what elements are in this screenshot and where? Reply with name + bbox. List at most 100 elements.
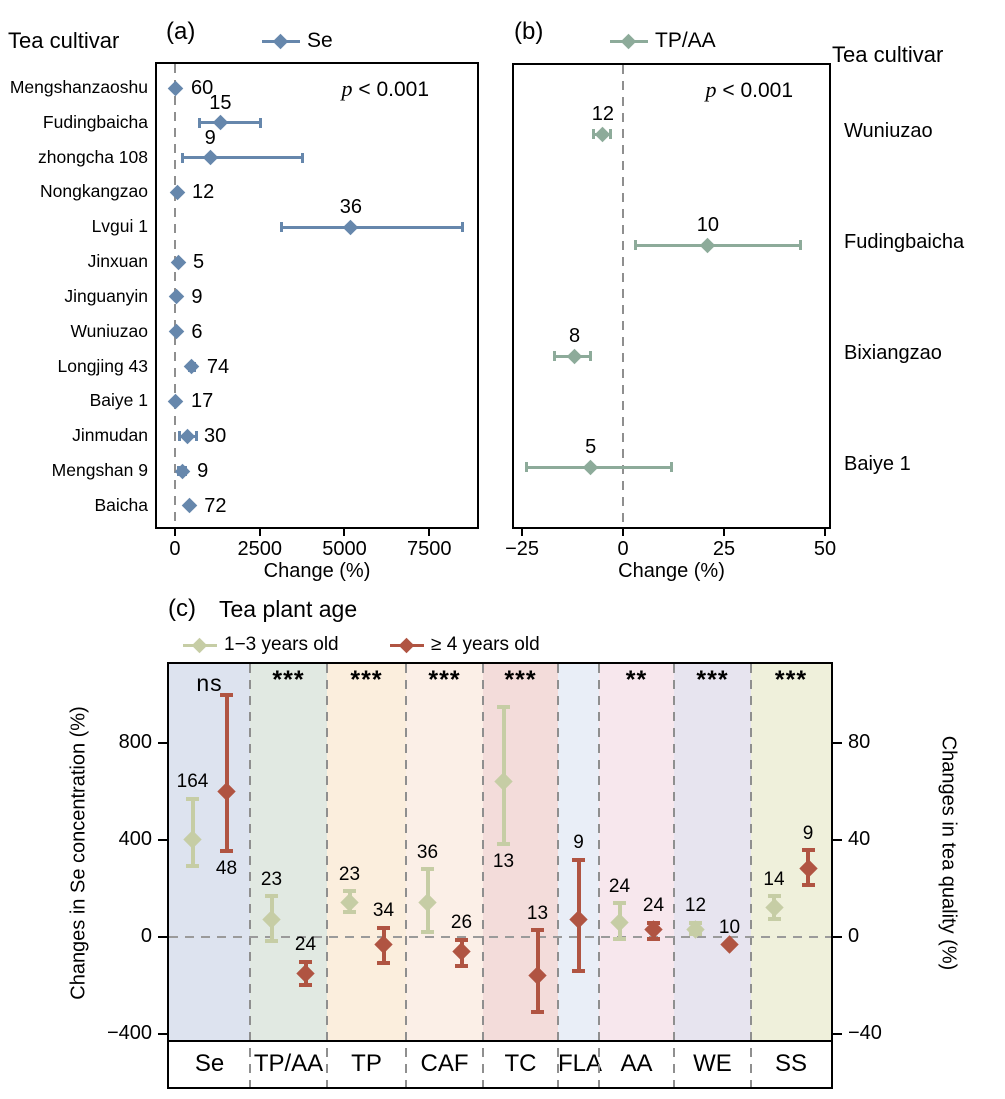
young-error-cap-low bbox=[421, 929, 434, 934]
panel-c-right-tickmark bbox=[833, 1033, 842, 1036]
panel-b-error-cap-high bbox=[588, 351, 592, 361]
panel-a-cultivar-label: Lvgui 1 bbox=[91, 216, 148, 237]
se-legend-line bbox=[262, 33, 300, 49]
panel-c-legend-old: ≥ 4 years old bbox=[390, 634, 540, 656]
panel-a-x-tickmark bbox=[173, 529, 176, 536]
old-error-cap-low bbox=[220, 849, 233, 854]
panel-a-mean-diamond-icon bbox=[184, 358, 200, 375]
panel-a-n-label: 15 bbox=[209, 91, 232, 114]
young-error-cap-high bbox=[186, 796, 199, 801]
group-band bbox=[327, 664, 406, 1042]
group-band bbox=[674, 664, 751, 1042]
group-band bbox=[169, 664, 250, 1042]
young-n-label: 23 bbox=[260, 868, 283, 890]
column-separator bbox=[750, 664, 752, 1087]
group-label: TP bbox=[351, 1050, 382, 1077]
panel-a-cultivar-label: Jinguanyin bbox=[64, 285, 148, 306]
old-error-cap-high bbox=[377, 925, 390, 930]
sig-label: ns bbox=[196, 670, 223, 696]
panel-a-error-cap-low bbox=[198, 117, 202, 128]
panel-a-cultivar-label: Jinmudan bbox=[72, 425, 148, 446]
panel-b-error-cap-low bbox=[634, 240, 638, 250]
old-n-label: 13 bbox=[526, 902, 549, 924]
young-error-cap-high bbox=[767, 894, 781, 899]
panel-a-x-ticklabel: 0 bbox=[169, 538, 181, 560]
panel-b-x-tickmark bbox=[622, 529, 625, 536]
young-error-cap-low bbox=[497, 842, 510, 847]
group-band bbox=[558, 664, 599, 1042]
young-error-cap-low bbox=[186, 864, 199, 869]
old-error-cap-high bbox=[299, 959, 312, 964]
panel-a-x-ticklabel: 2500 bbox=[237, 538, 282, 560]
young-n-label: 36 bbox=[416, 841, 439, 863]
panel-a-mean-diamond-icon bbox=[170, 254, 186, 270]
old-error-cap-high bbox=[455, 937, 468, 942]
young-error-cap-high bbox=[343, 889, 356, 894]
old-error-cap-high bbox=[572, 857, 585, 862]
panel-b-x-tickmark bbox=[723, 529, 725, 536]
young-error-cap-low bbox=[613, 936, 626, 941]
old-legend-label: ≥ 4 years old bbox=[431, 634, 540, 655]
panel-a-n-label: 5 bbox=[193, 251, 205, 274]
panel-a-cultivar-label: Fudingbaicha bbox=[42, 111, 148, 132]
panel-b-n-label: 8 bbox=[569, 325, 581, 347]
old-error-cap-low bbox=[455, 963, 468, 968]
panel-a-error-cap-high bbox=[258, 117, 262, 128]
panel-a-error-bar bbox=[281, 225, 463, 229]
group-label: TC bbox=[504, 1050, 537, 1077]
se-legend-diamond-icon bbox=[272, 33, 289, 49]
panel-b-mean-diamond-icon bbox=[700, 237, 716, 253]
old-n-label: 24 bbox=[642, 895, 665, 917]
panel-b-cultivar-label: Bixiangzao bbox=[844, 342, 942, 364]
old-error-cap-low bbox=[572, 968, 585, 973]
young-n-label: 14 bbox=[763, 868, 785, 890]
column-separator bbox=[249, 664, 251, 1087]
panel-a-label: (a) bbox=[166, 18, 196, 45]
sig-label: *** bbox=[428, 666, 461, 694]
group-band bbox=[406, 664, 483, 1042]
panel-a-plot: p < 0.001 60 15 9 12 36 5 9 6 74 17 30 9 72 bbox=[155, 62, 479, 529]
group-band bbox=[751, 664, 831, 1042]
panel-a-error-bar bbox=[199, 121, 261, 125]
panel-b-error-cap-high bbox=[798, 240, 802, 250]
panel-b-zero-line bbox=[622, 65, 625, 527]
panel-a-n-label: 36 bbox=[339, 196, 363, 219]
panel-b-x-ticklabel: 0 bbox=[617, 538, 629, 560]
tpaa-legend-label: TP/AA bbox=[655, 29, 716, 52]
panel-a-n-label: 74 bbox=[206, 355, 230, 378]
panel-a-n-label: 60 bbox=[190, 77, 214, 99]
panel-a-cultivar-label: Nongkangzao bbox=[40, 181, 148, 202]
young-error-cap-high bbox=[265, 894, 278, 899]
panel-b-error-cap-low bbox=[525, 462, 529, 472]
old-n-label: 9 bbox=[573, 832, 584, 854]
panel-b-x-tickmark bbox=[521, 529, 524, 536]
young-legend-diamond-icon bbox=[191, 637, 208, 653]
panel-a-error-cap-high bbox=[301, 152, 305, 163]
panel-c-xaxis-line bbox=[169, 1040, 831, 1042]
panel-c-right-ticklabel: 80 bbox=[848, 730, 871, 753]
old-n-label: 9 bbox=[802, 822, 814, 844]
group-label: CAF bbox=[420, 1050, 469, 1077]
panel-c-right-ticklabel: 0 bbox=[848, 925, 860, 947]
panel-a-mean-diamond-icon bbox=[169, 184, 185, 201]
old-error-cap-high bbox=[801, 848, 815, 853]
panel-a-x-ticklabel: 5000 bbox=[322, 538, 367, 560]
panel-b-n-label: 5 bbox=[585, 436, 597, 458]
old-error-cap-low bbox=[377, 961, 390, 966]
group-band bbox=[483, 664, 558, 1042]
young-legend-line bbox=[183, 637, 217, 653]
panel-b-pvalue: p < 0.001 bbox=[705, 77, 793, 102]
young-error-cap-low bbox=[767, 917, 781, 922]
tpaa-legend-line bbox=[610, 33, 648, 49]
young-error-cap-low bbox=[265, 939, 278, 944]
panel-a-mean-diamond-icon bbox=[179, 428, 195, 445]
panel-b-x-ticklabel: 50 bbox=[813, 538, 837, 560]
panel-a-x-tickmark bbox=[428, 529, 431, 536]
panel-a-n-label: 9 bbox=[204, 126, 216, 149]
group-label: FLA bbox=[558, 1050, 603, 1077]
panel-a-axis-header: Tea cultivar bbox=[8, 28, 120, 53]
panel-a-mean-diamond-icon bbox=[168, 289, 185, 305]
old-error-cap-low bbox=[801, 883, 815, 888]
panel-a-n-label: 9 bbox=[191, 285, 203, 308]
